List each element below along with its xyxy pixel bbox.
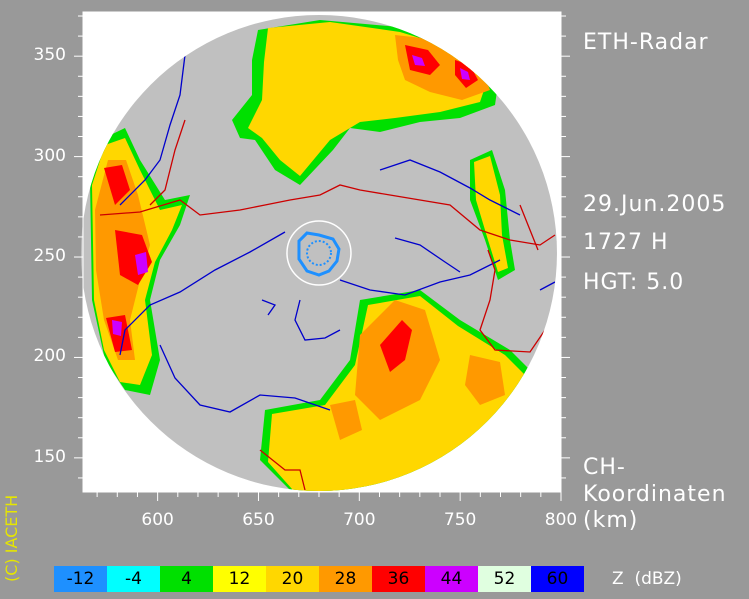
river-line bbox=[261, 299, 277, 316]
legend-bin-label: 28 bbox=[334, 569, 357, 589]
legend-bin-label: 12 bbox=[228, 569, 251, 589]
echo-max bbox=[135, 252, 148, 275]
legend-bin: 28 bbox=[319, 566, 372, 592]
coords-label-1: CH- bbox=[583, 455, 626, 480]
legend-bin: -12 bbox=[54, 566, 107, 592]
legend-bin-label: -4 bbox=[125, 569, 142, 589]
echo-max bbox=[412, 55, 425, 66]
ground-clutter bbox=[297, 231, 341, 277]
border-line bbox=[479, 249, 546, 353]
y-tick-label-250: 250 bbox=[33, 246, 66, 267]
coords-label-2: Koordinaten bbox=[583, 482, 727, 507]
river-line bbox=[539, 281, 556, 291]
river-line bbox=[294, 299, 341, 341]
echo-max bbox=[460, 68, 470, 80]
border-line bbox=[99, 184, 556, 246]
y-tick-label-200: 200 bbox=[33, 346, 66, 367]
x-tick-label-750: 750 bbox=[443, 510, 477, 530]
river-line bbox=[119, 54, 186, 206]
echo-max bbox=[112, 320, 122, 336]
legend-bin-label: 60 bbox=[546, 569, 569, 589]
legend-unit-label: Z (dBZ) bbox=[612, 569, 682, 589]
frame-border bbox=[82, 11, 562, 493]
height-label: HGT: 5.0 bbox=[583, 270, 685, 295]
echo-strong bbox=[330, 400, 362, 440]
x-tick-label-600: 600 bbox=[141, 510, 174, 530]
border-line bbox=[149, 119, 186, 206]
x-tick-label-650: 650 bbox=[242, 510, 275, 530]
clutter-echo bbox=[297, 231, 341, 277]
legend-bin: 12 bbox=[213, 566, 266, 592]
legend-bin: 52 bbox=[478, 566, 531, 592]
echo-core bbox=[380, 320, 412, 372]
legend-bin-label: 52 bbox=[493, 569, 516, 589]
clutter-echo bbox=[305, 240, 332, 267]
radar-title: ETH-Radar bbox=[583, 30, 709, 55]
radar-map bbox=[74, 11, 570, 501]
color-legend: -12 -4 4 12 20 28 36 44 52 60 bbox=[54, 566, 584, 592]
inner-range-ring bbox=[286, 220, 352, 286]
x-tick-label-700: 700 bbox=[343, 510, 376, 530]
legend-bin-label: 44 bbox=[440, 569, 463, 589]
time-label: 1727 H bbox=[583, 230, 669, 255]
legend-bin-label: 36 bbox=[387, 569, 410, 589]
legend-bin-label: 4 bbox=[181, 569, 192, 589]
river-line bbox=[379, 159, 521, 216]
legend-bin: 44 bbox=[425, 566, 478, 592]
river-line bbox=[394, 237, 461, 273]
axis-ticks bbox=[74, 15, 570, 501]
legend-bin: 20 bbox=[266, 566, 319, 592]
river-line bbox=[119, 231, 286, 356]
border-line bbox=[259, 449, 306, 491]
y-tick-label-300: 300 bbox=[33, 145, 66, 166]
legend-bin-label: 20 bbox=[281, 569, 304, 589]
echo-moderate bbox=[474, 156, 508, 272]
copyright-label: (C) IACETH bbox=[2, 494, 21, 582]
x-tick-label-800: 800 bbox=[544, 510, 578, 530]
border-line bbox=[519, 204, 539, 251]
echo-core bbox=[104, 165, 130, 205]
legend-bin: 36 bbox=[372, 566, 425, 592]
date-label: 29.Jun.2005 bbox=[583, 192, 727, 217]
y-tick-label-150: 150 bbox=[33, 446, 66, 467]
legend-bin: 4 bbox=[160, 566, 213, 592]
echo-strong bbox=[465, 355, 505, 405]
legend-bin-label: -12 bbox=[66, 569, 95, 589]
legend-bin: 60 bbox=[531, 566, 584, 592]
coords-label-3: (km) bbox=[583, 508, 639, 533]
river-line bbox=[339, 259, 501, 296]
river-line bbox=[159, 344, 331, 413]
y-tick-label-350: 350 bbox=[33, 45, 66, 66]
legend-bin: -4 bbox=[107, 566, 160, 592]
